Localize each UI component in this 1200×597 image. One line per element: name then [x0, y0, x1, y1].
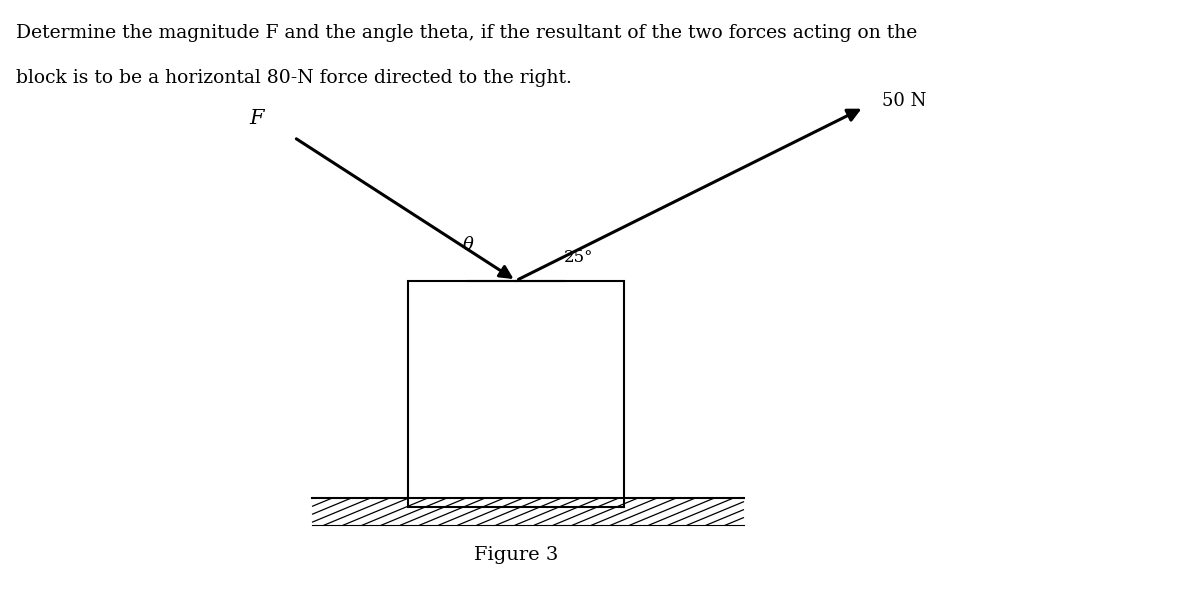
Text: block is to be a horizontal 80-N force directed to the right.: block is to be a horizontal 80-N force d…	[16, 69, 571, 87]
Text: 50 N: 50 N	[882, 93, 926, 110]
Text: Determine the magnitude F and the angle theta, if the resultant of the two force: Determine the magnitude F and the angle …	[16, 24, 917, 42]
Bar	[408, 281, 624, 507]
Text: θ: θ	[462, 236, 474, 254]
Text: F: F	[250, 109, 264, 128]
Text: Figure 3: Figure 3	[474, 546, 558, 564]
Text: 25°: 25°	[564, 249, 594, 266]
